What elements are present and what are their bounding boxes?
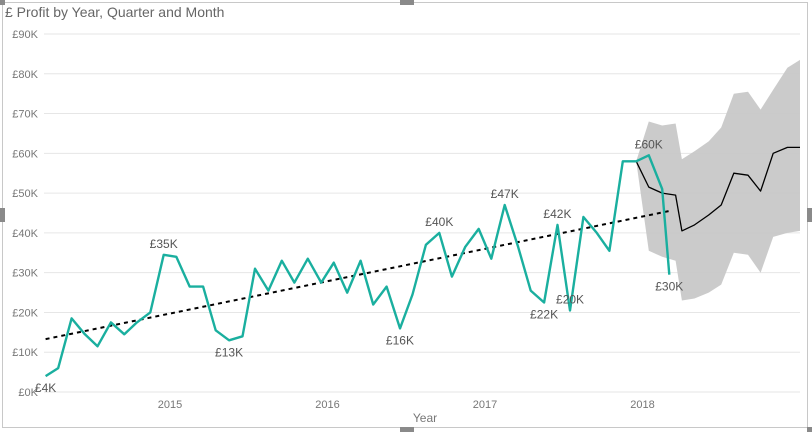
y-tick-label: £90K <box>12 29 38 41</box>
data-label: £20K <box>556 292 584 306</box>
y-tick-label: £0K <box>18 387 38 399</box>
data-labels: £4K £35K £13K £16K £40K £47K £22K £42K £20K £60K £… <box>35 137 683 395</box>
y-tick-label: £20K <box>12 307 38 319</box>
data-label: £4K <box>35 381 56 395</box>
resize-handle-bottom[interactable] <box>400 427 414 432</box>
x-axis-title: Year <box>413 411 437 425</box>
forecast-band <box>636 59 800 301</box>
chart-title: £ Profit by Year, Quarter and Month <box>5 4 225 20</box>
x-tick-label: 2017 <box>473 399 497 411</box>
forecast-line[interactable] <box>635 146 800 232</box>
data-label: £60K <box>635 137 663 151</box>
series-lines <box>44 146 800 378</box>
x-tick-label: 2018 <box>630 399 654 411</box>
trend-line[interactable] <box>45 210 670 341</box>
y-tick-label: £60K <box>12 148 38 160</box>
resize-handle-top[interactable] <box>400 0 414 5</box>
x-tick-label: 2016 <box>315 399 339 411</box>
data-label: £47K <box>491 187 519 201</box>
y-tick-label: £80K <box>12 69 38 81</box>
x-tick-label: 2015 <box>158 399 182 411</box>
actual-line[interactable] <box>44 154 671 378</box>
data-label: £13K <box>215 345 243 359</box>
resize-handle-bottom-right[interactable] <box>807 427 812 432</box>
y-tick-label: £50K <box>12 188 38 200</box>
data-label: £35K <box>150 237 178 251</box>
data-label: £30K <box>655 280 683 294</box>
data-label: £16K <box>386 333 414 347</box>
y-tick-label: £40K <box>12 228 38 240</box>
data-label: £42K <box>543 207 571 221</box>
forecast-confidence-band <box>636 59 800 301</box>
y-axis: £0K £10K £20K £30K £40K £50K £60K £70K £80K £90K <box>12 29 38 399</box>
x-axis: 2015 2016 2017 2018 Year <box>158 399 655 425</box>
resize-handle-right[interactable] <box>807 208 812 222</box>
y-tick-label: £30K <box>12 268 38 280</box>
data-label: £40K <box>425 215 453 229</box>
y-tick-label: £70K <box>12 109 38 121</box>
resize-handle-left[interactable] <box>0 208 5 222</box>
data-label: £22K <box>530 308 558 322</box>
resize-handle-top-left[interactable] <box>0 0 5 5</box>
y-tick-label: £10K <box>12 347 38 359</box>
